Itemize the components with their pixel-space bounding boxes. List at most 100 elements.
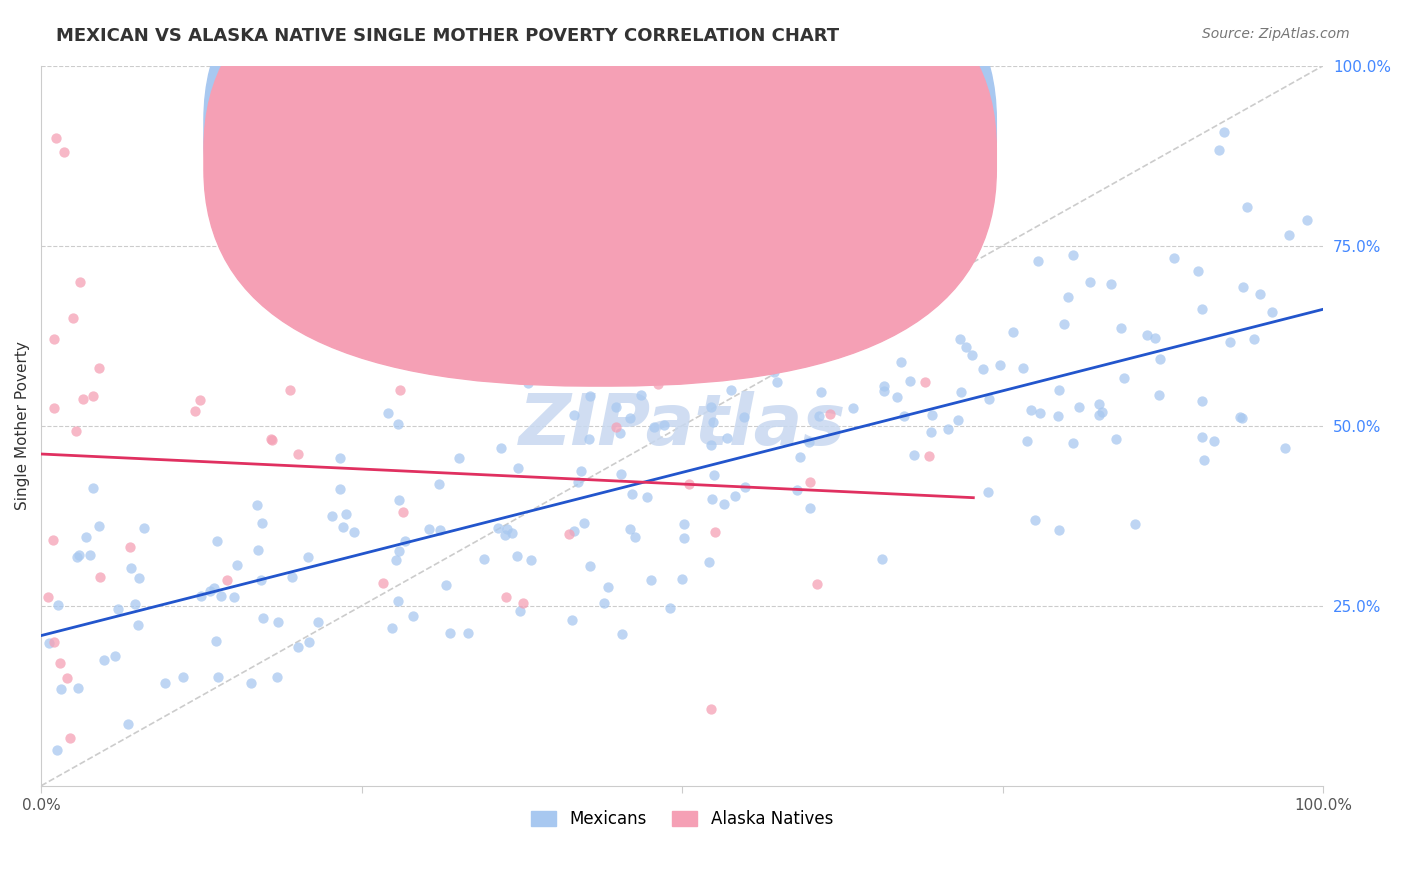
Point xyxy=(842,401,865,416)
Point xyxy=(1069,400,1091,414)
Point xyxy=(1243,332,1265,346)
Point xyxy=(1026,254,1049,268)
Point xyxy=(486,521,509,535)
Point xyxy=(429,523,451,537)
Point xyxy=(45,743,67,757)
Point xyxy=(972,362,994,376)
Point xyxy=(65,424,87,438)
Point xyxy=(439,626,461,640)
Point xyxy=(1078,275,1101,289)
Point xyxy=(188,392,211,407)
Point xyxy=(630,388,652,402)
Point xyxy=(797,435,820,450)
Point xyxy=(766,375,789,389)
Point xyxy=(949,333,972,347)
Point xyxy=(190,590,212,604)
Point xyxy=(1091,404,1114,418)
Point xyxy=(53,145,76,159)
Point xyxy=(82,389,104,403)
Point xyxy=(37,590,59,604)
Point xyxy=(75,530,97,544)
Point xyxy=(893,409,915,423)
Point xyxy=(127,618,149,632)
Point xyxy=(489,441,512,455)
Point xyxy=(332,520,354,534)
Point xyxy=(252,610,274,624)
Point xyxy=(624,530,647,544)
Point xyxy=(605,420,627,434)
Point xyxy=(903,449,925,463)
Y-axis label: Single Mother Poverty: Single Mother Poverty xyxy=(15,342,30,510)
Point xyxy=(260,432,283,446)
Point xyxy=(89,570,111,584)
Point xyxy=(384,553,406,567)
Point xyxy=(946,413,969,427)
Point xyxy=(1274,442,1296,456)
Point xyxy=(266,670,288,684)
Point xyxy=(1202,434,1225,448)
Point xyxy=(67,548,90,562)
Point xyxy=(505,549,527,563)
Point xyxy=(418,522,440,536)
Point xyxy=(672,532,695,546)
Text: N =: N = xyxy=(752,148,790,166)
Point xyxy=(66,681,89,695)
Point xyxy=(49,682,72,697)
Point xyxy=(1230,411,1253,425)
Point xyxy=(886,390,908,404)
Point xyxy=(1212,126,1234,140)
Point xyxy=(93,653,115,667)
Point xyxy=(1191,301,1213,316)
Point xyxy=(134,521,156,535)
Point xyxy=(1056,289,1078,303)
Point xyxy=(704,524,727,539)
Point xyxy=(128,571,150,585)
Point xyxy=(880,321,903,335)
Point xyxy=(1149,352,1171,367)
Point xyxy=(1261,305,1284,319)
Point xyxy=(1218,335,1240,350)
Point xyxy=(509,604,531,618)
Point xyxy=(55,671,77,685)
Point xyxy=(392,505,415,519)
Point xyxy=(763,365,786,379)
Point xyxy=(621,487,644,501)
Point xyxy=(806,576,828,591)
Point xyxy=(520,553,543,567)
Point xyxy=(619,411,641,425)
Point xyxy=(287,640,309,654)
Text: 42: 42 xyxy=(808,148,837,166)
Point xyxy=(1236,200,1258,214)
Point xyxy=(700,400,723,414)
Point xyxy=(702,415,724,429)
Point xyxy=(988,359,1011,373)
Point xyxy=(1144,331,1167,345)
Point xyxy=(1187,264,1209,278)
Point xyxy=(280,384,302,398)
Point xyxy=(703,468,725,483)
Point xyxy=(512,596,534,610)
Text: MEXICAN VS ALASKA NATIVE SINGLE MOTHER POVERTY CORRELATION CHART: MEXICAN VS ALASKA NATIVE SINGLE MOTHER P… xyxy=(56,27,839,45)
Text: ZIPatlas: ZIPatlas xyxy=(519,392,846,460)
Point xyxy=(59,731,82,746)
Point xyxy=(624,372,647,386)
Point xyxy=(87,361,110,376)
Point xyxy=(389,383,412,397)
Point xyxy=(506,461,529,475)
Point xyxy=(104,649,127,664)
Point xyxy=(287,446,309,460)
Point xyxy=(495,522,517,536)
Point xyxy=(1019,403,1042,417)
Point xyxy=(1099,277,1122,291)
Point xyxy=(215,573,238,587)
Point xyxy=(153,676,176,690)
Point xyxy=(118,540,141,554)
Point xyxy=(1024,513,1046,527)
Point xyxy=(501,526,523,541)
Point xyxy=(1114,370,1136,384)
Point xyxy=(298,634,321,648)
Point xyxy=(207,671,229,685)
Point xyxy=(960,348,983,362)
Point xyxy=(799,475,821,490)
Point xyxy=(697,555,720,569)
